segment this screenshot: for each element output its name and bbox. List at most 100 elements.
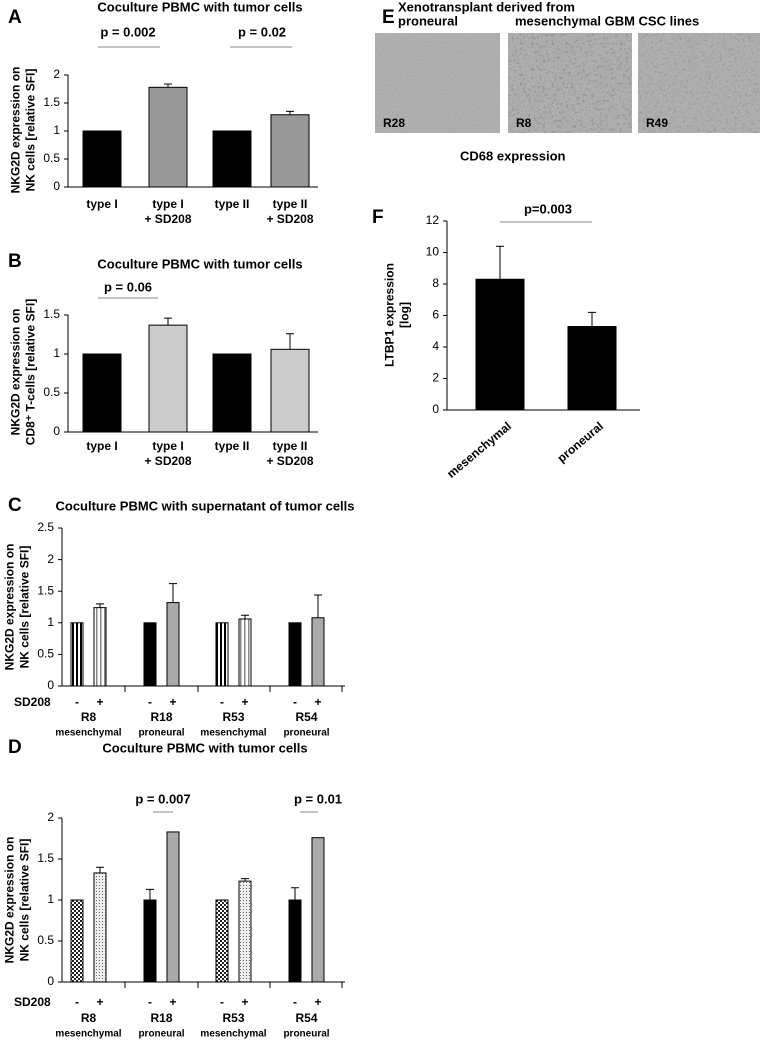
y-tick-label: 0: [47, 974, 54, 988]
error-bar: [96, 603, 104, 608]
y-tick-label: 8: [432, 276, 439, 290]
y-tick-label: 1.5: [37, 851, 54, 865]
error-bar: [286, 110, 294, 115]
error-bar: [588, 311, 596, 327]
y-tick-label: 4: [432, 339, 439, 353]
micrograph: R49: [638, 33, 760, 133]
bar: [215, 899, 229, 983]
series-label: +: [96, 695, 103, 709]
x-sub-label: proneural: [138, 1029, 184, 1040]
series-label: -: [148, 995, 152, 1009]
panel-label: A: [8, 7, 22, 28]
y-tick-label: 0: [47, 678, 54, 692]
panel-label: D: [8, 737, 22, 758]
chart-title: Coculture PBMC with tumor cells: [97, 256, 302, 271]
series-label: +: [169, 995, 176, 1009]
error-bar: [96, 866, 104, 873]
error-bar: [146, 888, 154, 900]
series-label: +: [96, 995, 103, 1009]
x-tick-label: type II + SD208: [266, 439, 313, 468]
bar: [93, 872, 107, 983]
y-tick-label: 0.5: [37, 933, 54, 947]
y-tick-label: 2: [47, 810, 54, 824]
panel-label: F: [372, 207, 384, 228]
bar: [238, 880, 252, 983]
text-line: CD8⁺ T-cells [relative SFI]: [24, 299, 38, 445]
x-tick-label: R18: [150, 710, 172, 724]
text-line: + SD208: [266, 212, 313, 226]
bar: [238, 618, 252, 687]
series-label: -: [220, 995, 224, 1009]
bar: [166, 831, 180, 983]
y-axis-label: NKG2D expression onNK cells [relative SF…: [3, 544, 32, 671]
y-tick-label: 0: [53, 424, 60, 438]
x-tick-label: R53: [222, 710, 244, 724]
bar: [270, 114, 310, 188]
y-axis-label: NKG2D expression onNK cells [relative SF…: [3, 837, 32, 964]
x-sub-label: mesenchymal: [55, 728, 121, 739]
x-sub-label: proneural: [283, 1029, 329, 1040]
bar: [311, 617, 325, 687]
y-tick-label: 1: [53, 123, 60, 137]
y-tick-label: 6: [432, 308, 439, 322]
annotation: p = 0.002: [100, 24, 155, 39]
text-line: + SD208: [144, 454, 191, 468]
error-bar: [286, 333, 294, 350]
text-line: NKG2D expression on: [3, 544, 17, 671]
bar: [212, 130, 252, 188]
y-tick-label: 2: [47, 552, 54, 566]
micrograph: R28: [375, 33, 500, 133]
image-label: R28: [383, 116, 405, 130]
y-tick-label: 0.5: [43, 385, 60, 399]
error-bar: [164, 317, 172, 326]
series-label: -: [293, 995, 297, 1009]
group-label: mesenchymal GBM CSC lines: [515, 13, 699, 28]
y-tick-label: 1: [53, 346, 60, 360]
annotation: p = 0.02: [238, 24, 286, 39]
bar: [93, 607, 107, 687]
x-sub-label: mesenchymal: [200, 1029, 266, 1040]
x-tick-label: R8: [81, 710, 97, 724]
y-tick-label: 1.5: [43, 95, 60, 109]
panel-title: Xenotransplant derived from: [398, 0, 575, 14]
error-bar: [169, 583, 177, 603]
x-tick-label: type II + SD208: [266, 197, 313, 226]
bar: [82, 130, 122, 188]
bar: [475, 278, 525, 411]
chart-title: Coculture PBMC with supernatant of tumor…: [55, 498, 354, 513]
text-line: NKG2D expression on: [9, 309, 23, 436]
text-line: NK cells [relative SFI]: [18, 546, 32, 669]
panel-label: B: [8, 251, 22, 272]
x-tick-label: mesenchymal: [444, 419, 514, 481]
text-line: type II: [273, 197, 308, 211]
y-tick-label: 2: [53, 67, 60, 81]
chart-title: Coculture PBMC with tumor cells: [102, 740, 307, 755]
y-axis-label: NKG2D expression onNK cells [relative SF…: [9, 67, 38, 194]
text-line: NKG2D expression on: [3, 837, 17, 964]
y-tick-label: 0: [432, 402, 439, 416]
text-line: + SD208: [266, 454, 313, 468]
chart-title: Coculture PBMC with tumor cells: [97, 0, 302, 14]
text-line: NK cells [relative SFI]: [24, 69, 38, 192]
x-tick-label: R54: [295, 1011, 317, 1025]
series-label: -: [75, 695, 79, 709]
bar: [567, 326, 617, 411]
image-label: R49: [646, 116, 668, 130]
x-sub-label: proneural: [138, 728, 184, 739]
series-label: -: [220, 695, 224, 709]
x-tick-label: type I + SD208: [144, 197, 191, 226]
y-tick-label: 0: [53, 179, 60, 193]
x-tick-label: R18: [150, 1011, 172, 1025]
y-tick-label: 1.5: [37, 583, 54, 597]
text-line: [log]: [398, 302, 412, 328]
x-sub-label: mesenchymal: [55, 1029, 121, 1040]
y-tick-label: 2: [432, 371, 439, 385]
panel-label: C: [8, 495, 22, 516]
text-line: + SD208: [144, 212, 191, 226]
bar: [212, 353, 252, 433]
y-tick-label: 2.5: [37, 520, 54, 534]
text-line: type II: [273, 439, 308, 453]
image-caption: CD68 expression: [460, 148, 566, 163]
error-bar: [241, 878, 249, 882]
